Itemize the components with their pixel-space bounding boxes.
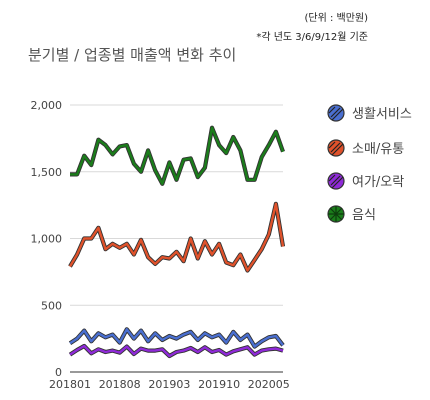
y-tick-label: 500	[41, 299, 62, 312]
legend-label: 소매/유통	[352, 142, 404, 157]
legend-marker-icon	[327, 104, 345, 122]
legend-hatch-icon	[328, 106, 344, 121]
legend-label: 음식	[352, 208, 376, 223]
season-note: *각 년도 3/6/9/12월 기준	[256, 32, 368, 43]
series-line	[69, 344, 284, 358]
legend-label: 생활서비스	[352, 107, 412, 122]
unit-note: (단위 : 백만원)	[304, 13, 368, 24]
y-axis: 0 500 1,000 1,500 2,000	[31, 99, 63, 379]
legend-item[interactable]: 생활서비스	[327, 104, 412, 122]
y-tick-label: 0	[55, 366, 62, 379]
chart-title: 분기별 / 업종별 매출액 변화 추이	[28, 46, 237, 64]
x-tick-label: 201910	[198, 378, 240, 391]
y-tick-label: 1,500	[31, 166, 63, 179]
legend-hatch-icon	[328, 141, 344, 156]
legend-label: 여가/오락	[352, 175, 404, 190]
series-line-outline	[70, 125, 285, 186]
legend-marker-icon	[327, 172, 345, 190]
legend-hatch-icon	[328, 206, 344, 222]
series-line	[70, 126, 285, 186]
y-tick-label: 2,000	[31, 99, 63, 112]
series-line	[69, 328, 284, 348]
x-tick-label: 201808	[99, 378, 141, 391]
legend-item[interactable]: 여가/오락	[327, 172, 404, 190]
y-tick-label: 1,000	[31, 233, 63, 246]
x-axis: 201801 201808 201903 201910 202005	[49, 378, 290, 391]
x-tick-label: 201801	[49, 378, 91, 391]
series-lines	[68, 125, 286, 359]
legend-item[interactable]: 소매/유통	[327, 139, 404, 157]
legend-hatch-icon	[328, 174, 344, 189]
x-tick-label: 202005	[248, 378, 290, 391]
series-line	[68, 202, 285, 272]
legend-marker-icon	[327, 139, 345, 157]
legend-item[interactable]: 음식	[327, 205, 376, 223]
x-tick-label: 201903	[148, 378, 190, 391]
